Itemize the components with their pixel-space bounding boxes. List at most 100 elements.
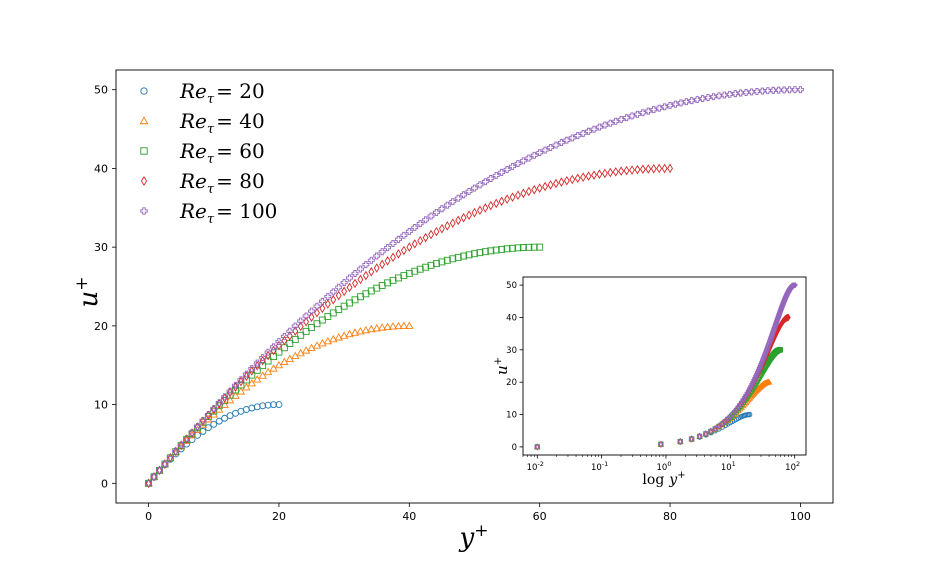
data-point: [531, 185, 538, 195]
data-point: [215, 399, 223, 407]
main-plot-frame: [115, 69, 834, 504]
data-point: [509, 244, 516, 252]
data-point: [210, 420, 218, 428]
inset-plot-frame: [522, 276, 807, 456]
data-point: [286, 331, 293, 341]
legend-marker: [140, 207, 148, 215]
data-point: [747, 411, 753, 418]
data-point: [492, 246, 500, 254]
data-point: [253, 359, 261, 367]
data-point: [466, 210, 472, 220]
data-point: [596, 169, 603, 179]
data-point: [422, 216, 430, 224]
data-point: [477, 205, 483, 216]
data-point: [357, 274, 364, 285]
data-point: [786, 86, 793, 94]
data-point: [590, 125, 598, 133]
data-point: [389, 276, 397, 284]
data-point: [760, 356, 766, 362]
legend-label: Reτ = 100: [179, 199, 277, 227]
data-point: [242, 370, 250, 378]
main-series-re-80: [145, 163, 673, 489]
data-point: [172, 447, 180, 455]
legend-label: Reτ = 20: [179, 79, 265, 107]
data-point: [612, 117, 620, 125]
data-point: [487, 175, 495, 182]
data-point: [727, 413, 733, 419]
data-point: [231, 391, 240, 399]
data-point: [395, 235, 402, 243]
data-point: [607, 167, 614, 178]
data-point: [449, 255, 457, 263]
data-point: [639, 109, 647, 117]
data-point: [634, 110, 641, 118]
data-point: [361, 325, 371, 334]
data-point: [318, 297, 326, 305]
data-point: [350, 328, 360, 336]
data-point: [275, 401, 283, 409]
data-point: [334, 333, 343, 341]
data-point: [759, 358, 766, 364]
data-point: [460, 252, 468, 260]
main-x-tick-label: 100: [790, 510, 811, 523]
data-point: [319, 303, 326, 314]
data-point: [563, 175, 570, 186]
data-point: [542, 181, 549, 192]
data-point: [715, 92, 723, 100]
data-point: [417, 235, 424, 246]
data-point: [755, 367, 762, 373]
data-point: [438, 223, 445, 234]
data-point: [731, 90, 739, 98]
data-point: [708, 428, 714, 434]
data-point: [383, 322, 392, 330]
data-point: [786, 313, 791, 322]
inset-x-tick-label: 101: [721, 460, 736, 473]
data-point: [210, 405, 218, 412]
data-point: [750, 379, 756, 385]
main-series-re-40: [144, 321, 414, 487]
main-series-re-100: [145, 86, 804, 487]
data-point: [243, 371, 250, 382]
main-data-marks: [144, 86, 804, 489]
data-point: [372, 323, 381, 332]
data-point: [481, 248, 489, 256]
data-point: [720, 91, 728, 99]
data-point: [525, 243, 533, 251]
data-point: [292, 326, 299, 336]
data-point: [677, 99, 685, 107]
data-point: [547, 180, 554, 190]
data-point: [693, 96, 701, 104]
data-point: [379, 259, 386, 270]
data-point: [313, 302, 321, 310]
data-point: [536, 149, 544, 157]
inset-y-tick-label: 40: [506, 313, 517, 323]
data-point: [276, 340, 282, 351]
data-point: [449, 218, 456, 228]
data-point: [422, 232, 429, 243]
data-point: [308, 312, 315, 323]
data-point: [210, 404, 217, 415]
data-point: [688, 436, 695, 442]
data-point: [514, 244, 522, 252]
data-point: [194, 423, 201, 430]
data-point: [150, 473, 158, 481]
data-point: [791, 86, 799, 94]
main-x-tick-label: 80: [663, 510, 677, 523]
data-point: [455, 215, 462, 226]
inset-x-tick-label: 100: [656, 460, 671, 473]
main-y-tick-label: 30: [94, 241, 108, 254]
data-point: [552, 141, 560, 149]
data-point: [558, 177, 565, 187]
data-point: [666, 101, 674, 109]
data-point: [465, 251, 473, 259]
data-point: [265, 350, 272, 361]
data-point: [428, 229, 434, 240]
data-point: [183, 435, 191, 443]
data-point: [356, 327, 365, 335]
data-point: [536, 243, 544, 251]
main-x-axis-label: y+: [459, 521, 489, 553]
main-y-tick-label: 20: [94, 320, 108, 333]
